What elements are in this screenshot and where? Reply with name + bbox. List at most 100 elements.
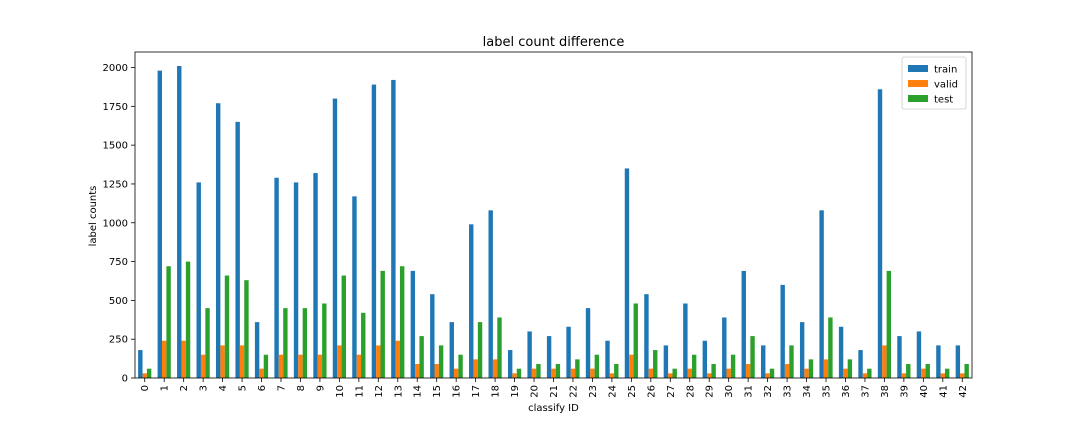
x-tick-label: 20	[530, 385, 541, 398]
y-axis-label: label counts	[88, 186, 99, 247]
bar-valid-14	[415, 364, 420, 378]
legend-swatch-train	[908, 65, 928, 72]
bar-train-0	[138, 350, 143, 378]
bar-valid-21	[551, 368, 556, 378]
x-tick-label: 7	[276, 385, 287, 391]
bar-test-23	[594, 354, 600, 378]
bar-train-24	[605, 340, 610, 378]
bar-valid-30	[726, 368, 731, 378]
bar-train-30	[722, 317, 727, 378]
bar-test-0	[146, 368, 152, 378]
bar-valid-22	[570, 368, 576, 378]
bar-train-17	[469, 224, 474, 378]
bar-train-36	[838, 326, 844, 378]
x-tick-label: 22	[568, 385, 579, 398]
legend-swatch-test	[908, 95, 928, 102]
bar-train-8	[293, 182, 299, 378]
x-tick-label: 12	[374, 385, 385, 398]
bar-valid-35	[823, 359, 829, 378]
bar-valid-28	[687, 368, 692, 378]
bar-train-3	[196, 182, 201, 378]
y-tick-label: 500	[109, 296, 128, 307]
bar-valid-9	[317, 354, 323, 378]
bar-valid-4	[220, 345, 225, 378]
bars-group	[138, 65, 969, 379]
bar-train-21	[546, 336, 552, 378]
bar-valid-0	[142, 373, 147, 378]
bar-test-20	[536, 364, 541, 378]
x-tick-label: 10	[335, 385, 346, 398]
bar-valid-6	[259, 368, 264, 378]
bar-valid-37	[862, 373, 868, 378]
legend-label-valid: valid	[934, 80, 958, 91]
legend-label-test: test	[934, 95, 953, 106]
x-tick-label: 4	[218, 385, 229, 391]
bar-train-20	[527, 331, 532, 378]
bar-test-10	[341, 275, 346, 378]
bar-test-32	[769, 368, 775, 378]
bar-train-11	[352, 196, 357, 378]
bar-train-1	[157, 70, 162, 378]
bar-valid-16	[453, 368, 459, 378]
bar-test-12	[380, 270, 385, 378]
bar-train-15	[430, 294, 435, 378]
bar-valid-31	[745, 364, 751, 378]
bar-test-39	[906, 364, 911, 378]
bar-test-38	[886, 270, 892, 378]
bar-test-5	[244, 280, 249, 378]
x-tick-label: 18	[491, 385, 502, 398]
x-tick-label: 23	[588, 385, 599, 398]
x-tick-label: 26	[646, 385, 657, 398]
bar-test-4	[224, 275, 230, 378]
x-tick-label: 24	[607, 385, 618, 398]
bar-test-27	[672, 368, 677, 378]
y-tick-label: 250	[109, 335, 128, 346]
bar-train-25	[624, 168, 630, 378]
x-tick-label: 35	[822, 385, 833, 398]
bar-valid-8	[298, 354, 303, 378]
bar-test-25	[633, 303, 638, 378]
x-tick-label: 27	[666, 385, 677, 398]
bar-train-9	[313, 173, 318, 378]
bar-train-2	[177, 65, 182, 378]
bar-train-42	[955, 345, 961, 378]
bar-valid-18	[492, 359, 498, 378]
bar-test-31	[750, 336, 755, 378]
bar-test-33	[789, 345, 794, 378]
bar-valid-12	[376, 345, 381, 378]
bar-test-14	[419, 336, 424, 378]
bar-train-7	[274, 177, 279, 378]
bar-test-16	[458, 354, 463, 378]
x-tick-label: 21	[549, 385, 560, 398]
x-tick-label: 14	[413, 385, 424, 398]
bar-test-42	[964, 364, 969, 378]
bar-train-19	[507, 350, 513, 378]
bar-train-37	[858, 350, 863, 378]
bar-valid-19	[512, 373, 517, 378]
chart-title: label count difference	[483, 35, 625, 50]
bar-test-26	[653, 350, 658, 378]
bar-test-29	[711, 364, 716, 378]
bar-valid-40	[921, 368, 926, 378]
bar-test-34	[808, 359, 814, 378]
bar-valid-33	[784, 364, 790, 378]
bar-train-34	[799, 322, 805, 378]
bar-valid-38	[882, 345, 887, 378]
bar-test-41	[945, 368, 950, 378]
bar-valid-2	[181, 340, 186, 378]
bar-train-40	[916, 331, 922, 378]
x-tick-label: 36	[841, 385, 852, 398]
x-tick-label: 28	[685, 385, 696, 398]
bar-train-4	[215, 103, 221, 378]
bar-test-3	[205, 308, 210, 378]
y-tick-label: 1000	[103, 218, 128, 229]
bar-test-24	[614, 364, 619, 378]
bar-train-39	[897, 336, 902, 378]
bar-train-22	[566, 326, 571, 378]
x-tick-label: 39	[899, 385, 910, 398]
bar-train-13	[391, 79, 396, 378]
bar-valid-20	[531, 368, 537, 378]
bar-valid-7	[278, 354, 284, 378]
bar-train-27	[663, 345, 669, 378]
